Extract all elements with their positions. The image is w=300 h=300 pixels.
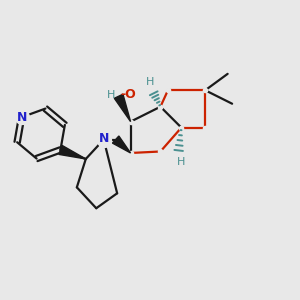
- Text: N: N: [98, 132, 109, 145]
- Polygon shape: [59, 146, 86, 159]
- Text: H: H: [177, 158, 185, 167]
- Text: N: N: [16, 111, 27, 124]
- Text: H: H: [107, 90, 116, 100]
- Polygon shape: [114, 94, 130, 122]
- Polygon shape: [112, 136, 130, 153]
- Text: -O: -O: [120, 88, 136, 101]
- Text: H: H: [146, 77, 154, 87]
